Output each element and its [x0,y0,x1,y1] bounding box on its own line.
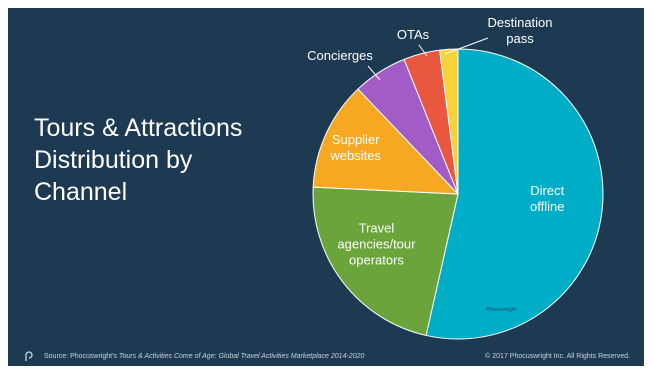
slice-label-2: Supplier websites [329,132,381,163]
title-line-3: Channel [34,178,128,206]
copyright-note: © 2017 Phocuswright Inc. All Rights Rese… [485,353,630,360]
chart-watermark: Phocuswright [486,307,517,313]
pie-slice-0 [425,48,604,340]
slide-title: Tours & Attractions Distribution by Chan… [34,112,284,208]
source-prefix: Source: Phocuswright's [44,353,119,360]
leader-line-4 [418,44,428,57]
slide: Tours & Attractions Distribution by Chan… [8,8,644,366]
pie-chart: Direct offline Travel agencies/tour operator… [307,15,604,340]
title-line-2: Distribution by [34,146,193,174]
pie-slice-2 [312,88,460,195]
leader-line-5 [444,37,489,55]
leader-line-3 [367,65,381,81]
phocuswright-logo-icon [25,351,33,361]
slice-label-5: Destination pass [487,15,552,46]
source-title: Tours & Activities Come of Age: Global T… [118,353,365,360]
slice-label-0: Direct offline [530,183,565,214]
slice-label-3: Concierges [307,48,373,63]
title-line-1: Tours & Attractions [34,114,243,142]
source-note: Source: Phocuswright's Tours & Activitie… [44,353,364,360]
slice-label-1: Travel agencies/tour operators [337,220,416,267]
slice-label-4: OTAs [397,27,430,42]
pie-slice-1 [312,186,459,337]
